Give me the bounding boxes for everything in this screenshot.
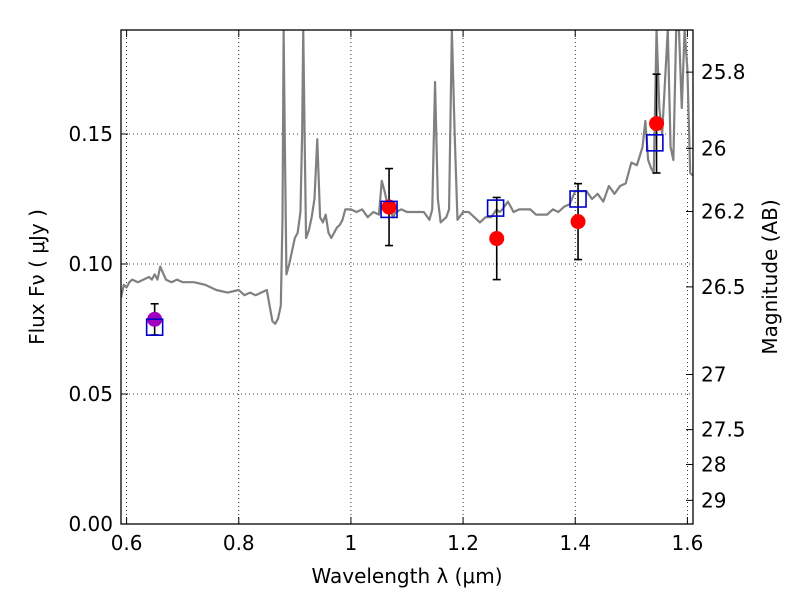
model-square-marker [380, 200, 398, 219]
y-tick-label: 0.10 [68, 252, 113, 276]
model-spectrum-line [121, 30, 693, 325]
y2-tick-label: 26.2 [701, 199, 746, 223]
y-axis-title: Flux Fν ( μJy ) [25, 209, 49, 345]
axis-ticks: 0.6 0.8 1 1.2 1.4 1.6 0.00 0.05 0.10 0.15 25.8 26 26… [68, 30, 746, 555]
model-square-marker [569, 190, 587, 208]
data-point [489, 231, 505, 247]
y2-tick-label: 26.5 [701, 275, 746, 299]
y-tick-label: 0.05 [68, 382, 113, 406]
data-point [649, 116, 665, 132]
y2-axis-title: Magnitude (AB) [758, 199, 782, 354]
model-square-marker [486, 199, 505, 217]
x-tick-label: 1 [345, 531, 358, 555]
y2-tick-label: 26 [701, 136, 726, 160]
data-point [381, 199, 397, 215]
plot-frame [120, 29, 694, 525]
y2-tick-label: 28 [701, 452, 726, 476]
x-tick-label: 1.4 [559, 531, 591, 555]
model-square-marker [145, 318, 164, 336]
y2-tick-label: 29 [701, 488, 726, 512]
y2-tick-label: 25.8 [701, 60, 746, 84]
grid-lines [121, 30, 693, 524]
model-square-marker [646, 134, 664, 152]
y2-tick-label: 27.5 [701, 418, 746, 442]
data-point [570, 214, 586, 230]
x-tick-label: 0.8 [223, 531, 255, 555]
points-layer [145, 73, 665, 336]
y-tick-label: 0.15 [68, 122, 113, 146]
x-tick-label: 1.6 [671, 531, 703, 555]
x-axis-title: Wavelength λ (μm) [311, 564, 502, 588]
y-tick-label: 0.00 [68, 512, 113, 536]
x-tick-label: 1.2 [447, 531, 479, 555]
spectrum-layer [121, 30, 693, 325]
x-tick-label: 0.6 [111, 531, 143, 555]
y2-tick-label: 27 [701, 363, 726, 387]
